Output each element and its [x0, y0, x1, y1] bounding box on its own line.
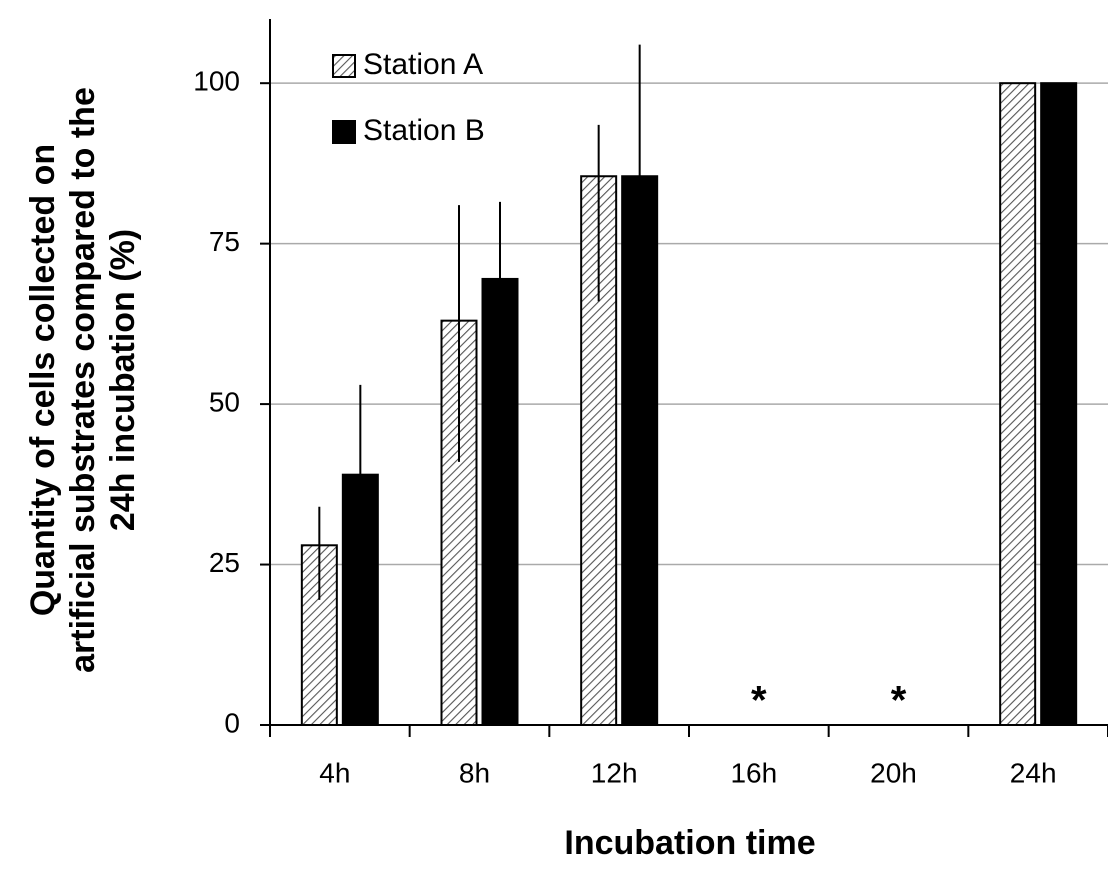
x-tick-label: 8h [459, 757, 490, 788]
annotation: * [891, 679, 907, 723]
legend-swatch [332, 120, 356, 144]
y-tick-label: 75 [209, 226, 240, 257]
legend-label: Station B [363, 114, 485, 147]
annotation: * [751, 679, 767, 723]
legend-label: Station A [363, 48, 483, 81]
x-tick-label: 4h [319, 757, 350, 788]
y-axis-title: Quantity of cells collected on artificia… [24, 87, 142, 673]
bar [481, 277, 519, 726]
y-axis-title-line: artificial substrates compared to the [64, 87, 102, 673]
y-axis-title-line: Quantity of cells collected on [24, 144, 62, 616]
x-tick-label: 24h [1010, 757, 1057, 788]
y-tick-label: 0 [224, 707, 240, 738]
x-tick-label: 16h [730, 757, 777, 788]
x-axis-title: Incubation time [564, 824, 815, 862]
y-tick-label: 50 [209, 386, 240, 417]
y-tick-label: 25 [209, 547, 240, 578]
bar [1040, 82, 1078, 726]
x-tick-label: 20h [870, 757, 917, 788]
y-axis-title-line: 24h incubation (%) [104, 229, 142, 531]
legend-swatch [332, 54, 356, 78]
bar [999, 82, 1037, 726]
y-tick-label: 100 [193, 66, 240, 97]
x-tick-label: 12h [591, 757, 638, 788]
